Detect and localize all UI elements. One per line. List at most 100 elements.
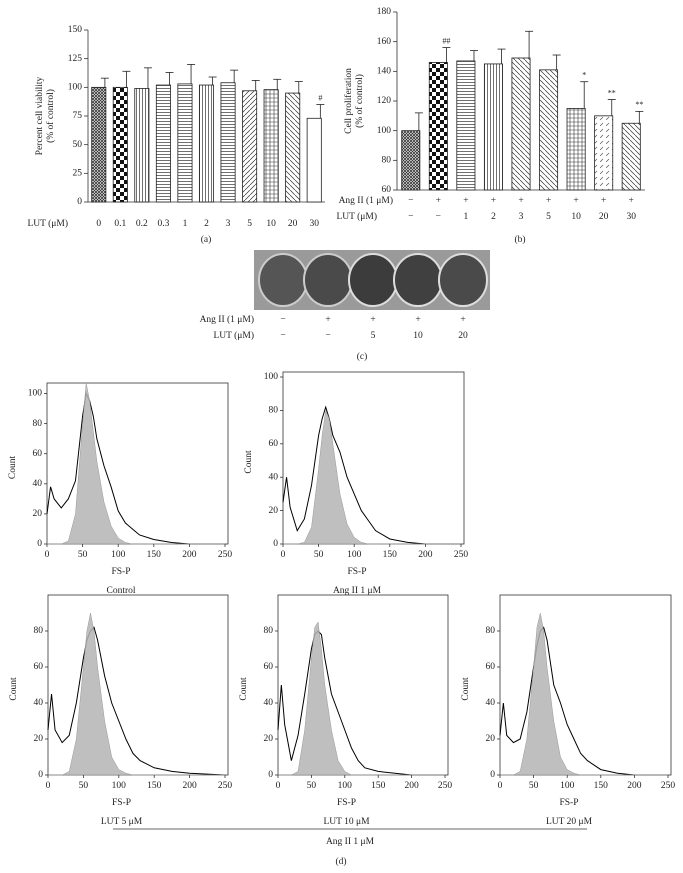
x-tick-label: 0.1 [114, 219, 126, 229]
y-tick-label: 60 [264, 662, 274, 672]
y-tick-label: 25 [73, 169, 83, 179]
y-tick-label: 50 [73, 140, 83, 150]
x-axis-label: FS-P [112, 798, 131, 808]
x-tick-label: 100 [560, 781, 575, 791]
y-tick-label: 80 [34, 626, 44, 636]
y-tick-label: 120 [377, 96, 392, 106]
x-tick-label: 0 [281, 550, 286, 560]
x-tick-label: 200 [182, 781, 197, 791]
x-tick-label: 200 [418, 550, 433, 560]
caption: (c) [357, 351, 368, 362]
x-tick-label: 150 [594, 781, 609, 791]
plot-frame [282, 371, 465, 545]
x-tick-label: 150 [383, 550, 398, 560]
x-axis-label: FS-P [111, 567, 130, 577]
plate-photo [254, 250, 490, 310]
histogram-area [278, 621, 445, 776]
histogram-area [48, 612, 225, 776]
y-axis-label: (% of control) [354, 74, 365, 128]
x-tick-label: 30 [309, 219, 319, 229]
y-tick-label: 180 [377, 7, 392, 17]
x-tick-label: 20 [599, 212, 609, 222]
y-tick-label: 100 [377, 126, 392, 136]
x-tick-label: − [436, 212, 441, 222]
bar [566, 108, 586, 191]
x-tick-label: 2 [491, 212, 496, 222]
y-tick-label: 40 [269, 472, 279, 482]
y-tick-label: 40 [264, 698, 274, 708]
cell: + [436, 196, 441, 206]
x-tick-label: 150 [147, 781, 162, 791]
caption: Control [106, 586, 135, 596]
cell: + [491, 196, 496, 206]
y-tick-label: 100 [264, 372, 279, 382]
y-tick-label: 60 [33, 449, 43, 459]
y-tick-label: 20 [486, 734, 496, 744]
row-label: LUT (μM) [27, 218, 68, 229]
histogram-line [282, 405, 461, 545]
y-tick-label: 20 [269, 506, 279, 516]
row-label: Ang II (1 μM) [339, 195, 393, 206]
bar [621, 122, 641, 191]
x-tick-label: 50 [314, 550, 324, 560]
x-tick-label: 30 [626, 212, 636, 222]
cell: − [408, 196, 413, 206]
bar [198, 84, 215, 203]
x-tick-label: − [408, 212, 413, 222]
y-axis-label: Count [239, 677, 249, 701]
bar [306, 117, 322, 203]
y-tick-label: 40 [34, 698, 44, 708]
cell: + [629, 196, 634, 206]
x-tick-label: 100 [338, 781, 353, 791]
y-axis-label: Count [9, 677, 19, 701]
y-tick-label: 60 [486, 662, 496, 672]
x-tick-label: 250 [661, 781, 676, 791]
cell: 5 [371, 331, 376, 341]
x-tick-label: 0 [46, 781, 51, 791]
cell: + [573, 196, 578, 206]
y-tick-label: 20 [33, 509, 43, 519]
row-label: LUT (μM) [336, 211, 377, 222]
histogram-line [46, 391, 225, 545]
y-tick-label: 0 [268, 770, 273, 780]
y-tick-label: 60 [382, 185, 392, 195]
y-tick-label: 80 [382, 156, 392, 166]
bar [428, 62, 448, 191]
cell: + [601, 196, 606, 206]
bar [594, 115, 614, 191]
x-tick-label: 250 [218, 781, 233, 791]
x-tick-label: 3 [519, 212, 524, 222]
caption: LUT 10 μM [323, 817, 370, 827]
x-tick-label: 200 [404, 781, 419, 791]
y-tick-label: 40 [486, 698, 496, 708]
x-tick-label: 50 [307, 781, 317, 791]
caption: Ang II 1 μM [333, 586, 382, 596]
y-axis-label: Count [461, 677, 471, 701]
y-tick-label: 0 [37, 539, 42, 549]
x-tick-label: 250 [454, 550, 469, 560]
x-tick-label: 10 [266, 219, 276, 229]
y-tick-label: 125 [68, 54, 83, 64]
histogram-line [47, 626, 226, 776]
x-tick-label: 1 [183, 219, 188, 229]
y-tick-label: 80 [264, 626, 274, 636]
histogram-line [277, 630, 445, 776]
cell: − [325, 331, 330, 341]
row-label: LUT (μM) [213, 330, 254, 341]
bar [263, 89, 279, 203]
x-tick-label: 100 [111, 550, 126, 560]
x-tick-label: 5 [247, 219, 252, 229]
x-tick-label: 0.3 [157, 219, 169, 229]
x-axis-label: FS-P [347, 567, 366, 577]
y-tick-label: 40 [33, 479, 43, 489]
row-label: Ang II (1 μM) [200, 314, 254, 325]
cell: 20 [458, 331, 468, 341]
x-tick-label: 2 [204, 219, 209, 229]
y-axis-label: Percent cell viability [35, 76, 45, 155]
annotation: ## [442, 36, 450, 45]
y-tick-label: 60 [269, 439, 279, 449]
x-tick-label: 0 [96, 219, 101, 229]
bar [220, 82, 236, 203]
y-axis-label: Cell proliferation [343, 68, 354, 134]
